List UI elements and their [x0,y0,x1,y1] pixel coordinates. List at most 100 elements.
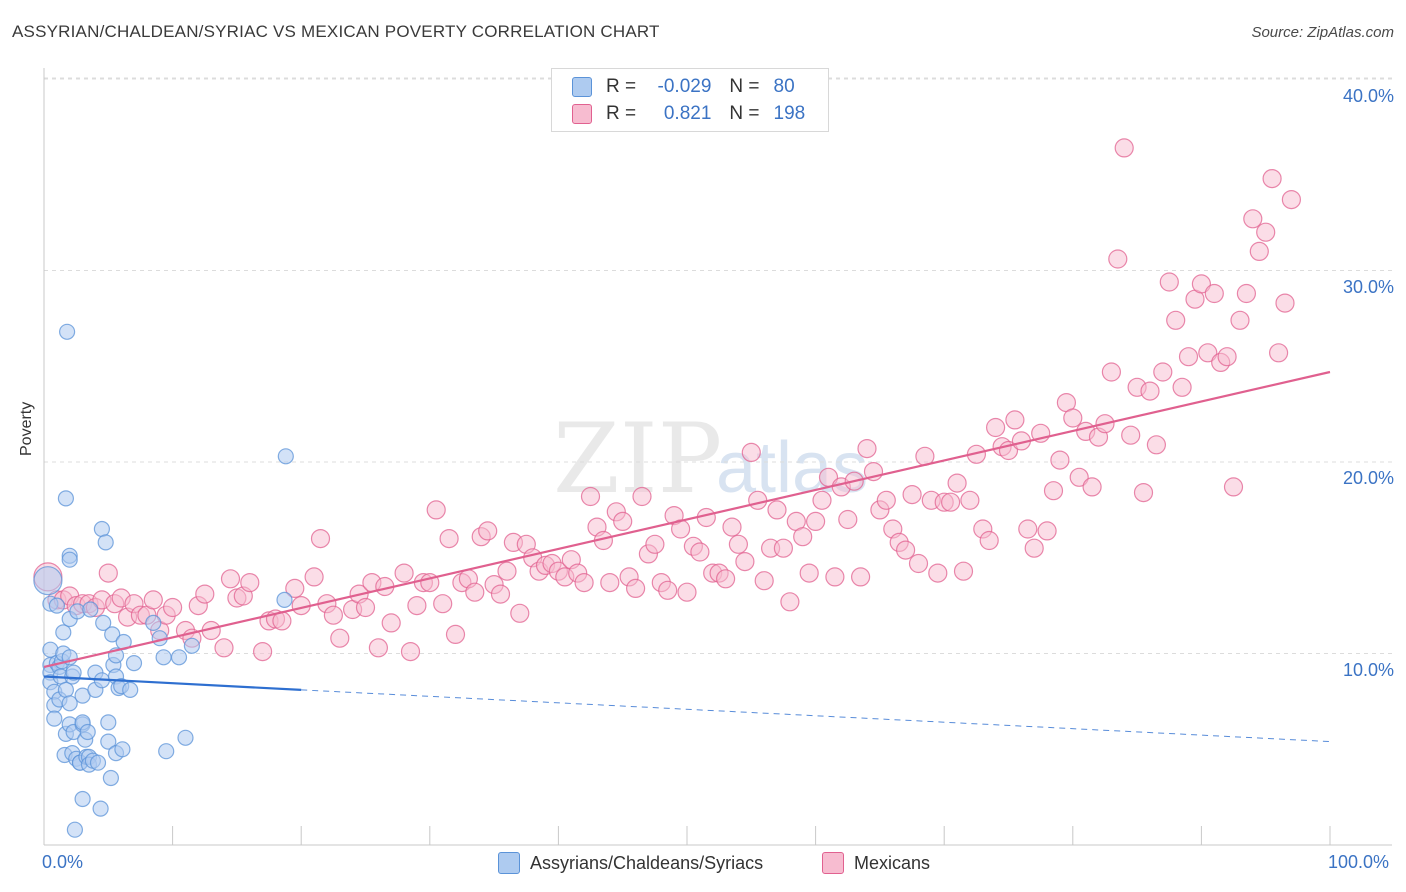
point-assyrians [48,597,66,614]
point-mexicans [857,439,877,459]
point-mexicans [355,597,376,618]
point-mexicans [1275,293,1295,313]
point-mexicans [1114,138,1134,158]
point-mexicans [1133,483,1154,503]
point-assyrians [79,723,96,741]
point-mexicans [979,530,999,551]
point-mexicans [1256,222,1276,242]
point-mexicans [285,578,305,599]
source-label: Source: ZipAtlas.com [1251,24,1394,41]
legend-n-value: 80 [773,76,795,97]
point-mexicans [1159,272,1179,292]
point-assyrians [66,821,84,838]
legend-row-assyrians: R = -0.029 N = 80 [572,75,795,99]
point-mexicans [1198,343,1218,363]
point-mexicans [426,500,446,520]
point-mexicans [741,442,761,462]
point-assyrians [177,729,194,746]
point-assyrians [74,790,91,808]
point-mexicans [767,500,787,520]
point-mexicans [98,563,118,583]
point-mexicans [1204,283,1224,304]
point-mexicans [805,511,826,532]
point-mexicans [625,578,646,599]
trend-lines [43,370,1331,743]
point-mexicans [1191,274,1212,294]
legend-row-mexicans: R = 0.821 N = 198 [572,102,805,126]
point-mexicans [580,486,601,507]
point-mexicans [876,490,896,510]
point-mexicans [1101,362,1122,382]
point-mexicans [323,605,343,625]
point-assyrians [61,695,78,712]
point-mexicans [825,567,845,587]
point-mexicans [613,511,633,532]
point-mexicans [1236,283,1257,304]
point-mexicans [1166,310,1186,330]
point-mexicans [773,538,794,558]
point-mexicans [690,542,710,562]
x-tick-label-max: 100.0% [1328,852,1390,872]
point-mexicans [1018,519,1038,539]
legend-n-label: N = [729,76,760,97]
series-swatch-blue [498,852,520,874]
point-assyrians [170,649,188,666]
point-assyrians [57,681,75,699]
point-assyrians [145,614,162,632]
point-mexicans [407,595,427,616]
point-mexicans [1217,347,1237,367]
series-legend-assyrians[interactable]: Assyrians/Chaldeans/Syriacs [498,852,763,874]
point-assyrians [114,741,131,758]
point-mexicans [838,509,858,530]
point-mexicans [1230,310,1250,330]
point-mexicans [947,473,967,493]
y-tick-label-30: 30.0% [1342,277,1394,297]
point-mexicans [400,641,421,662]
point-mexicans [1063,408,1083,428]
point-assyrians [82,601,99,618]
point-assyrians [57,490,75,507]
point-mexicans [1140,381,1160,401]
point-mexicans [240,572,260,593]
point-mexicans [214,638,234,658]
legend-swatch-blue [572,77,592,97]
legend-swatch-pink [572,104,592,124]
point-assyrians [100,733,117,750]
point-mexicans [850,567,871,587]
chart-title: ASSYRIAN/CHALDEAN/SYRIAC VS MEXICAN POVE… [12,22,660,41]
point-mexicans [600,572,620,593]
point-mexicans [940,492,961,512]
point-mexicans [1243,209,1263,229]
point-assyrians [65,664,82,681]
point-mexicans [780,592,800,612]
axes [43,68,1392,846]
point-mexicans [632,486,652,507]
point-mexicans [799,563,819,583]
point-mexicans [1172,377,1192,397]
legend-r-label: R = [606,103,637,124]
point-mexicans [1037,521,1057,541]
point-mexicans [143,590,163,610]
trend-line-assyrians [43,675,302,691]
point-mexicans [574,572,594,593]
point-assyrians [277,448,294,465]
point-mexicans [1024,538,1044,558]
point-mexicans [368,638,388,658]
point-assyrians [33,566,63,596]
data-points [33,138,1302,838]
point-mexicans [728,534,749,554]
legend-r-value: -0.029 [657,76,712,97]
point-mexicans [812,490,832,510]
series-legend-mexicans[interactable]: Mexicans [822,852,930,874]
point-assyrians [55,624,72,641]
y-tick-label-20: 20.0% [1342,468,1394,488]
point-mexicans [1178,347,1199,367]
point-assyrians [276,591,293,609]
point-mexicans [645,534,665,554]
point-assyrians [158,743,175,760]
point-mexicans [1108,249,1128,269]
point-mexicans [735,551,755,572]
point-assyrians [46,710,63,727]
point-mexicans [928,563,948,583]
legend-n-label: N = [729,103,760,124]
